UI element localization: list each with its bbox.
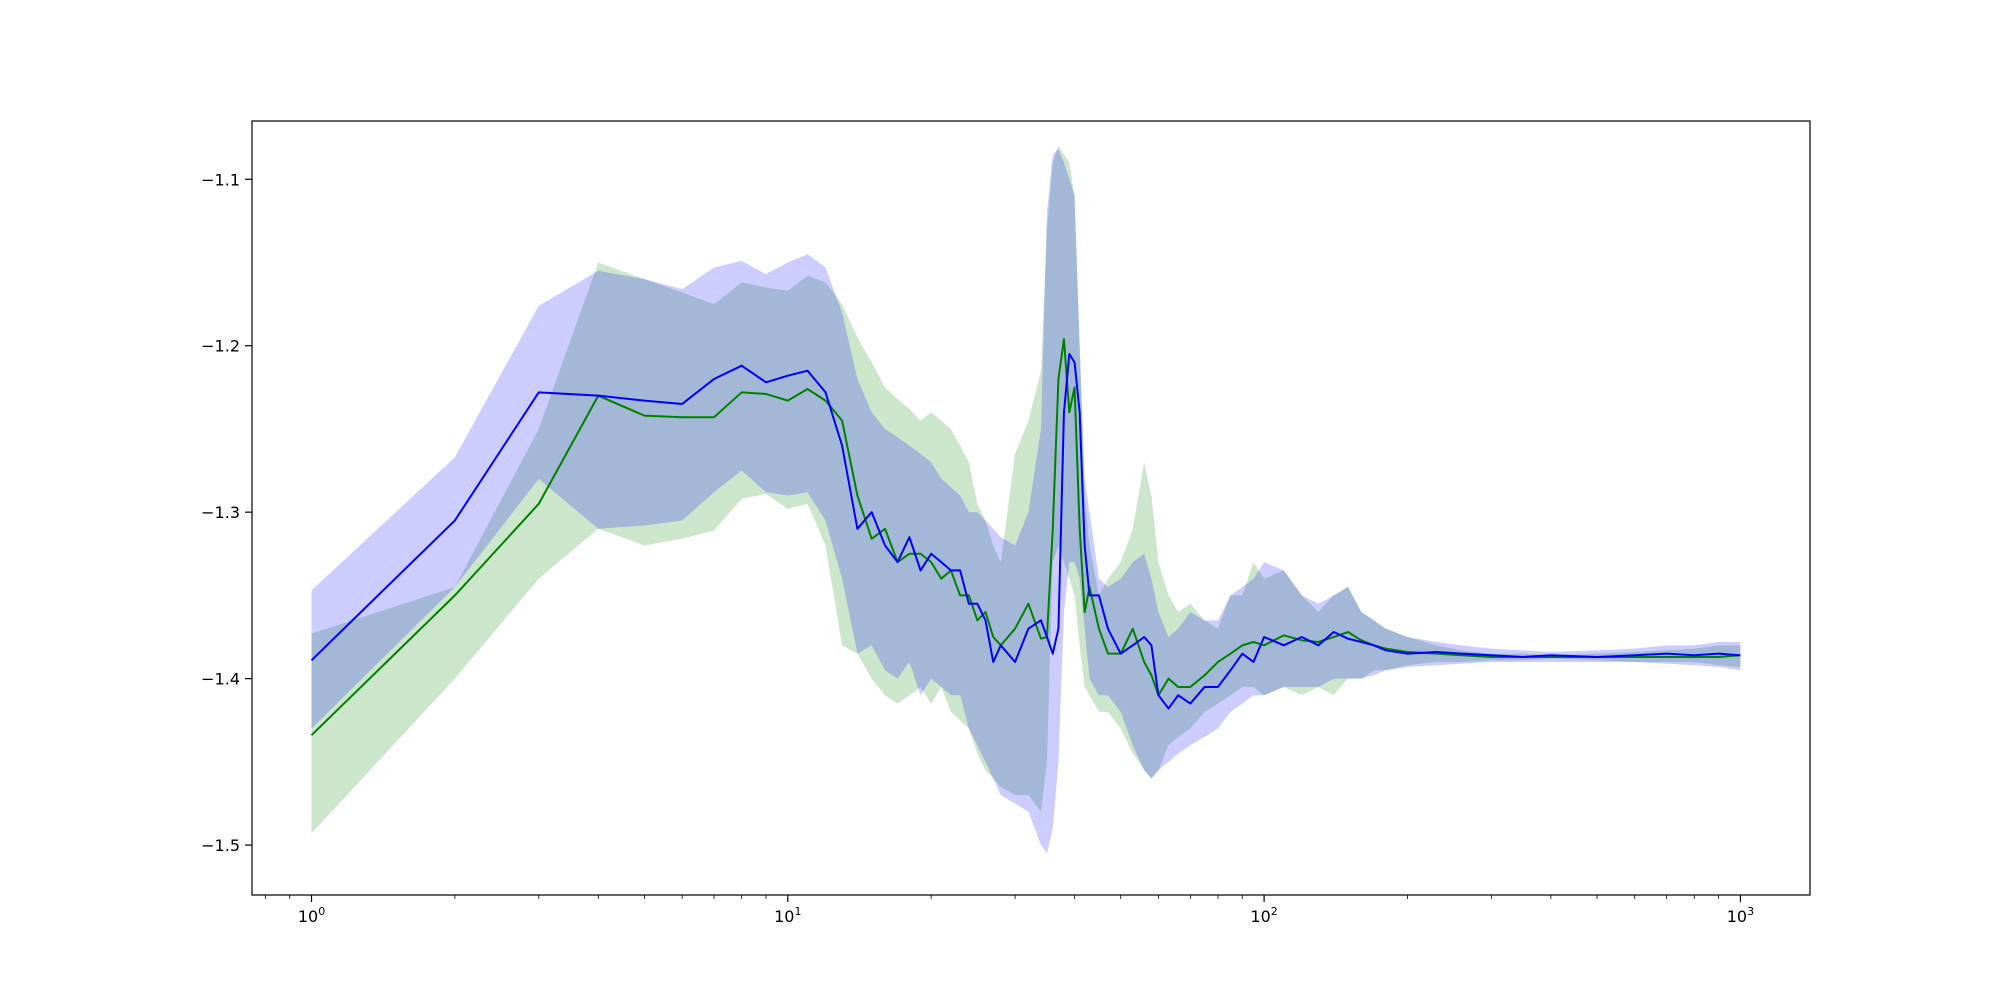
series-2-confidence-band bbox=[311, 149, 1741, 854]
x-tick-label: 101 bbox=[774, 905, 801, 926]
series-lines bbox=[310, 338, 1741, 736]
plot-area-frame bbox=[251, 120, 1811, 896]
y-tick-label: −1.2 bbox=[201, 337, 240, 356]
x-tick-label: 103 bbox=[1727, 905, 1754, 926]
y-tick-label: −1.4 bbox=[201, 670, 240, 689]
x-tick-label: 100 bbox=[298, 905, 325, 926]
x-axis: 100 101 102 103 bbox=[264, 895, 1754, 926]
y-tick-label: −1.1 bbox=[201, 170, 240, 189]
series-2-line bbox=[310, 353, 1741, 710]
y-axis: −1.1 −1.2 −1.3 −1.4 −1.5 bbox=[201, 170, 252, 855]
y-tick-label: −1.3 bbox=[201, 503, 240, 522]
confidence-bands bbox=[311, 145, 1741, 854]
series-1-confidence-band bbox=[311, 145, 1741, 834]
x-tick-label: 102 bbox=[1250, 905, 1277, 926]
y-tick-label: −1.5 bbox=[201, 836, 240, 855]
